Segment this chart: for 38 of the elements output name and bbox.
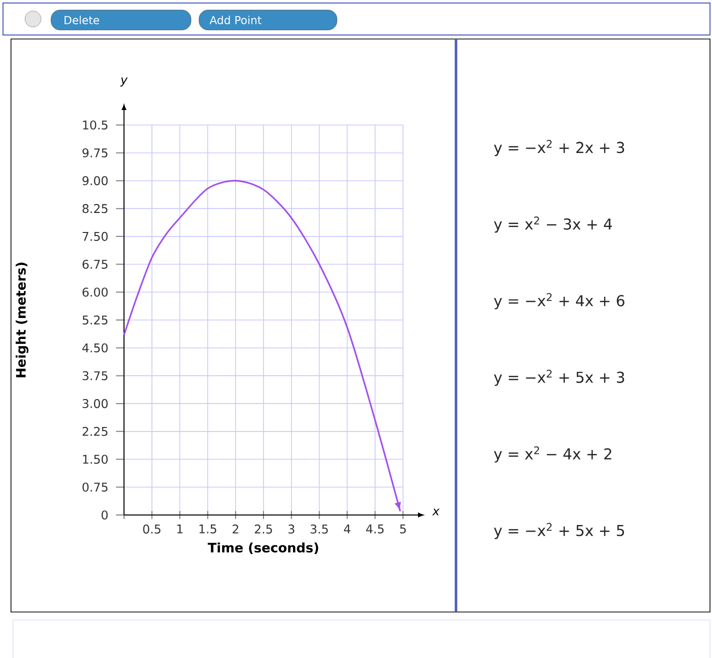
y-tick-label: 0.75: [82, 482, 108, 492]
text: y: [120, 77, 128, 87]
x-tick-label: 0.5: [143, 524, 160, 534]
text: y = −x$^{2}$ + 4x + 6: [494, 293, 624, 310]
y-tick-label: 7.50: [82, 232, 108, 241]
line-series: [123, 180, 402, 512]
text: Delete: [64, 16, 100, 24]
text: y = −x$^{2}$ + 5x + 5: [494, 522, 624, 540]
x-tick-label: 1.5: [199, 524, 216, 534]
text: Add Point: [210, 16, 262, 24]
y-tick-label: 3.00: [82, 399, 108, 408]
x-tick-label: 2: [232, 524, 238, 534]
text: y = −x$^{2}$ + 5x + 3: [494, 370, 624, 386]
x-tick-label: 5: [400, 524, 406, 534]
y-tick-label: 6.00: [82, 288, 108, 297]
text: x: [432, 508, 440, 516]
y-tick-label: 10.5: [83, 120, 108, 130]
y-tick-label: 2.25: [82, 426, 108, 436]
text: y = −x$^{2}$ + 2x + 3: [494, 140, 624, 156]
y-tick-label: 9.75: [82, 148, 108, 158]
y-tick-label: 8.25: [82, 204, 108, 214]
y-tick-label: 0: [102, 510, 108, 520]
x-tick-label: 3: [288, 524, 294, 534]
x-tick-label: 3.5: [310, 524, 328, 534]
x-tick-label: 4.5: [366, 524, 384, 534]
y-tick-label: 9.00: [82, 176, 108, 186]
y-tick-label: 6.75: [82, 260, 108, 269]
y-tick-label: 4.50: [82, 343, 108, 352]
text: y = x$^{2}$ − 3x + 4: [494, 216, 612, 233]
x-tick-label: 1: [177, 524, 183, 534]
y-axis-title: Height (meters): [16, 262, 28, 378]
y-tick-label: 1.50: [83, 454, 108, 464]
y-tick-label: 3.75: [82, 371, 108, 380]
text: y = x$^{2}$ − 4x + 2: [494, 446, 612, 462]
x-axis-title: Time (seconds): [208, 542, 318, 554]
y-tick-label: 5.25: [82, 315, 108, 325]
x-tick-label: 4: [344, 524, 350, 534]
x-tick-label: 2.5: [254, 524, 272, 534]
